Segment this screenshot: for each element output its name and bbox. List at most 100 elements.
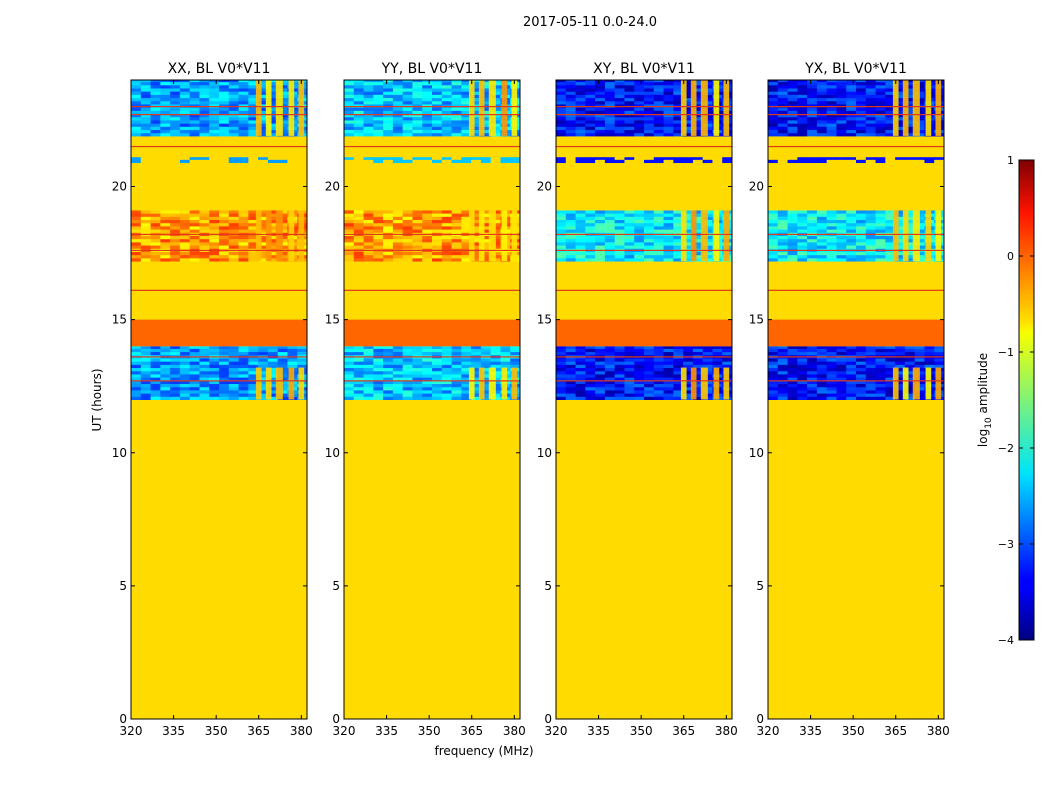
- heatmap-cell: [510, 159, 520, 164]
- heatmap-cell: [614, 216, 625, 221]
- heatmap-cell: [422, 373, 433, 378]
- heatmap-cell: [787, 380, 798, 385]
- heatmap-cell: [604, 84, 616, 89]
- heatmap-cell: [219, 216, 230, 221]
- heatmap-cell: [160, 351, 171, 356]
- heatmap-cell: [575, 370, 586, 375]
- heatmap-cell: [634, 238, 645, 243]
- heatmap-cell: [614, 348, 625, 353]
- heatmap-cell: [219, 351, 230, 356]
- heatmap-cell: [238, 225, 249, 230]
- heatmap-cell: [846, 386, 857, 391]
- heatmap-cell: [189, 377, 200, 381]
- heatmap-cell: [816, 94, 828, 99]
- heatmap-cell: [471, 132, 482, 137]
- heatmap-cell: [604, 351, 616, 356]
- heatmap-cell: [480, 159, 492, 164]
- heatmap-cell: [875, 238, 886, 243]
- heatmap-cell: [131, 91, 142, 95]
- heatmap-cell: [575, 219, 586, 224]
- heatmap-cell: [258, 364, 269, 369]
- heatmap-cell: [807, 100, 818, 105]
- heatmap-cell: [363, 116, 374, 121]
- heatmap-cell: [683, 80, 694, 83]
- heatmap-cell: [402, 219, 413, 224]
- bright-channel: [265, 210, 272, 262]
- heatmap-cell: [131, 129, 142, 134]
- heatmap-cell: [471, 91, 482, 95]
- heatmap-cell: [267, 251, 279, 256]
- heatmap-cell: [189, 235, 200, 240]
- heatmap-cell: [441, 346, 453, 349]
- heatmap-cell: [904, 159, 916, 164]
- heatmap-cell: [565, 393, 577, 397]
- heatmap-cell: [614, 107, 625, 111]
- heatmap-cell: [131, 367, 142, 372]
- rfi-line: [768, 145, 944, 148]
- heatmap-cell: [595, 159, 606, 164]
- heatmap-cell: [614, 346, 625, 349]
- heatmap-cell: [595, 367, 606, 372]
- heatmap-cell: [856, 370, 867, 375]
- heatmap-cell: [683, 346, 694, 349]
- heatmap-cell: [238, 367, 249, 372]
- heatmap-cell: [846, 251, 857, 256]
- heatmap-cell: [702, 364, 713, 369]
- heatmap-cell: [614, 254, 625, 259]
- heatmap-cell: [363, 370, 374, 375]
- heatmap-cell: [816, 210, 828, 214]
- heatmap-cell: [170, 110, 181, 115]
- heatmap-cell: [219, 377, 230, 381]
- heatmap-cell: [624, 346, 635, 349]
- heatmap-cell: [624, 373, 635, 378]
- heatmap-cell: [595, 361, 606, 365]
- heatmap-cell: [565, 367, 577, 372]
- heatmap-cell: [904, 389, 916, 394]
- heatmap-cell: [432, 393, 443, 397]
- heatmap-cell: [777, 377, 789, 381]
- heatmap-cell: [441, 386, 453, 391]
- heatmap-cell: [170, 119, 181, 124]
- x-tick-label: 335: [375, 724, 398, 738]
- heatmap-cell: [238, 132, 249, 137]
- rfi-line: [556, 249, 732, 251]
- heatmap-cell: [624, 159, 635, 164]
- heatmap-cell: [614, 159, 625, 164]
- heatmap-cell: [604, 361, 616, 365]
- heatmap-cell: [807, 389, 818, 394]
- heatmap-cell: [846, 235, 857, 240]
- heatmap-cell: [604, 396, 616, 400]
- heatmap-cell: [663, 110, 674, 115]
- heatmap-cell: [556, 80, 567, 83]
- heatmap-cell: [787, 107, 798, 111]
- bright-channel: [713, 80, 720, 136]
- heatmap-cell: [673, 367, 684, 372]
- heatmap-cell: [585, 116, 596, 121]
- heatmap-cell: [875, 119, 886, 124]
- heatmap-cell: [692, 367, 704, 372]
- heatmap-cell: [683, 364, 694, 369]
- heatmap-cell: [914, 346, 925, 349]
- heatmap-cell: [189, 91, 200, 95]
- bright-channel: [935, 210, 942, 262]
- heatmap-cell: [663, 129, 674, 134]
- heatmap-cell: [836, 235, 847, 240]
- heatmap-cell: [160, 348, 171, 353]
- heatmap-cell: [895, 364, 906, 369]
- heatmap-cell: [904, 386, 916, 391]
- heatmap-cell: [383, 110, 394, 115]
- heatmap-cell: [692, 254, 704, 259]
- heatmap-cell: [402, 210, 413, 214]
- heatmap-cell: [644, 225, 655, 230]
- heatmap-cell: [663, 348, 674, 353]
- heatmap-cell: [585, 393, 596, 397]
- heatmap-cell: [787, 373, 798, 378]
- heatmap-cell: [150, 113, 161, 118]
- heatmap-cell: [402, 94, 413, 99]
- heatmap-cell: [412, 370, 423, 375]
- heatmap-cell: [131, 132, 142, 137]
- heatmap-cell: [199, 116, 210, 121]
- heatmap-cell: [777, 210, 789, 214]
- heatmap-cell: [258, 257, 269, 262]
